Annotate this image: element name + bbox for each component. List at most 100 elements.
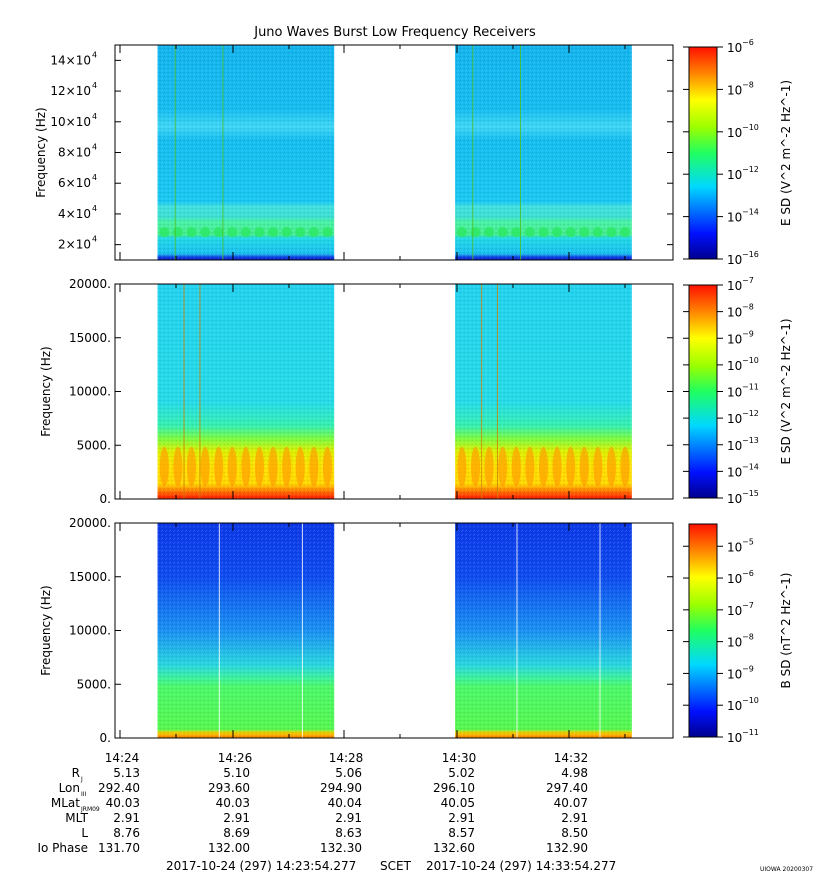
y-tick-label: 10000.	[69, 624, 111, 638]
emission-blob	[606, 227, 617, 238]
emission-blob	[593, 446, 603, 487]
colorbar-tick-label: 10	[727, 572, 742, 586]
ephemeris-value: 5.10	[223, 766, 250, 780]
emission-blob	[565, 227, 576, 238]
y-tick-label: 20000.	[69, 516, 111, 530]
ephemeris-value: 2.91	[113, 811, 140, 825]
ephemeris-value: 40.03	[106, 796, 140, 810]
colorbar-tick-exponent: −8	[742, 633, 754, 642]
emission-blob	[606, 446, 616, 487]
colorbar-tick-exponent: −6	[742, 38, 754, 47]
ephemeris-value: 8.63	[335, 826, 362, 840]
emission-blob	[470, 227, 481, 238]
y-axis-label: Frequency (Hz)	[39, 346, 53, 437]
ephemeris-value: 4.98	[561, 766, 588, 780]
colorbar-tick-label: 10	[727, 306, 742, 320]
spectrogram-panels: 2×10 44×10 46×10 48×10 410×10 412×10 414×10 4Fr…	[34, 38, 793, 745]
ephemeris-value: 297.40	[546, 781, 588, 795]
ephemeris-label-subscript: III	[81, 791, 87, 798]
colorbar-tick-label: 10	[727, 604, 742, 618]
y-tick-label: 2×10	[58, 238, 91, 252]
ephemeris-table: R J 5.13 5.10 5.06 5.02 4.98 Lon III 292.40 293.60…	[37, 766, 588, 855]
colorbar	[688, 46, 718, 260]
colorbar-tick-label: 10	[727, 699, 742, 713]
ephemeris-value: 8.76	[113, 826, 140, 840]
colorbar-tick-exponent: −16	[742, 250, 759, 259]
emission-blob	[538, 227, 549, 238]
emission-blob	[281, 227, 292, 238]
colorbar	[688, 284, 718, 499]
colorbar-tick-label: 10	[727, 126, 742, 140]
ephemeris-value: 40.07	[554, 796, 588, 810]
y-tick-label: 5000.	[77, 438, 111, 452]
emission-blob	[268, 446, 278, 487]
emission-blob	[227, 227, 238, 238]
colorbar-tick-exponent: −12	[742, 165, 759, 174]
ephemeris-value: 132.30	[320, 841, 362, 855]
y-tick-label: 5000.	[77, 677, 111, 691]
colorbar	[688, 523, 718, 738]
ephemeris-label: Io Phase	[37, 841, 88, 855]
emission-blob	[566, 446, 576, 487]
emission-blob	[498, 446, 508, 487]
colorbar-tick-exponent: −5	[742, 537, 754, 546]
emission-blob	[214, 446, 224, 487]
emission-blob	[620, 446, 630, 487]
y-tick-label: 6×10	[58, 176, 91, 190]
colorbar-tick-exponent: −10	[742, 356, 759, 365]
ephemeris-value: 8.50	[561, 826, 588, 840]
colorbar-tick-exponent: −10	[742, 696, 759, 705]
ephemeris-value: 292.40	[98, 781, 140, 795]
emission-blob	[322, 227, 333, 238]
ephemeris-value: 2.91	[223, 811, 250, 825]
y-tick-exponent: 4	[92, 173, 97, 182]
emission-blob	[187, 446, 197, 487]
colorbar-tick-exponent: −14	[742, 462, 759, 471]
emission-blob	[295, 446, 305, 487]
ephemeris-value: 132.00	[208, 841, 250, 855]
emission-blob	[592, 227, 603, 238]
ephemeris-value: 2.91	[448, 811, 475, 825]
emission-blob	[172, 227, 183, 238]
ephemeris-label-subscript: J	[80, 776, 83, 783]
footer-credit: UIOWA 20200307	[760, 866, 813, 873]
colorbar-tick-label: 10	[727, 465, 742, 479]
y-tick-label: 8×10	[58, 146, 91, 160]
colorbar-tick-exponent: −7	[742, 601, 754, 610]
colorbar-tick-label: 10	[727, 211, 742, 225]
colorbar-tick-label: 10	[727, 41, 742, 55]
y-tick-exponent: 4	[92, 50, 97, 59]
time-tick-label: 14:32	[554, 751, 589, 765]
emission-blob	[552, 227, 563, 238]
emission-blob	[457, 446, 467, 487]
y-tick-exponent: 4	[92, 81, 97, 90]
time-axis: 14:24 14:26 14:28 14:30 14:32	[105, 45, 626, 765]
colorbar-tick-label: 10	[727, 359, 742, 373]
colorbar-tick-exponent: −8	[742, 303, 754, 312]
ephemeris-value: 8.69	[223, 826, 250, 840]
ephemeris-value: 5.02	[448, 766, 475, 780]
emission-blob	[511, 227, 522, 238]
ephemeris-value: 40.03	[216, 796, 250, 810]
emission-blob	[579, 227, 590, 238]
y-tick-exponent: 4	[92, 235, 97, 244]
ephemeris-label: Lon	[59, 781, 80, 795]
footer-scet-label: SCET	[380, 859, 412, 873]
colorbar-label: E SD (V^2 m^-2 Hz^-1)	[779, 80, 793, 226]
ephemeris-value: 40.04	[328, 796, 362, 810]
panel-3: 0. 5000. 10000. 15000. 20000. Frequency (Hz) 1…	[39, 516, 793, 745]
ephemeris-value: 40.05	[441, 796, 475, 810]
colorbar-tick-label: 10	[727, 279, 742, 293]
spectrogram-texture	[157, 523, 335, 738]
emission-blob	[241, 446, 251, 487]
time-tick-label: 14:24	[105, 751, 140, 765]
ephemeris-value: 5.13	[113, 766, 140, 780]
emission-blob	[484, 227, 495, 238]
y-tick-label: 14×10	[50, 53, 91, 67]
y-tick-label: 10000.	[69, 385, 111, 399]
time-tick-label: 14:26	[218, 751, 253, 765]
panel-2: 0. 5000. 10000. 15000. 20000. Frequency (Hz) 1…	[39, 276, 793, 506]
emission-blob	[159, 227, 170, 238]
emission-blob	[227, 446, 237, 487]
colorbar-tick-label: 10	[727, 492, 742, 506]
